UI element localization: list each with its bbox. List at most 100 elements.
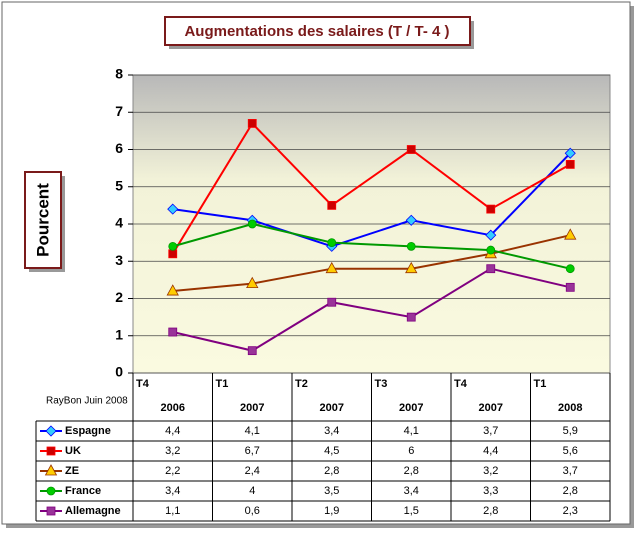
data-point [166, 284, 179, 296]
data-point [406, 312, 416, 322]
data-point [485, 229, 497, 241]
table-cell: 4,4 [165, 425, 180, 437]
legend-label: France [65, 485, 101, 497]
data-point [325, 261, 338, 274]
x-tick-label: 2007 [320, 402, 344, 414]
legend-label: Allemagne [65, 505, 121, 517]
table-cell: 3,5 [324, 485, 339, 497]
table-cell: 2,8 [563, 485, 578, 497]
table-cell: 5,9 [563, 425, 578, 437]
data-point [327, 200, 337, 210]
table-cell: 1,5 [404, 505, 419, 517]
table-cell: 2,8 [404, 465, 419, 477]
legend-label: Espagne [65, 425, 111, 437]
table-cell: 3,7 [563, 465, 578, 477]
table-cell: 6,7 [245, 445, 260, 457]
note: RayBon Juin 2008 [46, 396, 128, 407]
table-cell: 3,3 [483, 485, 498, 497]
table-cell: 3,2 [483, 465, 498, 477]
table-cell: 2,8 [324, 465, 339, 477]
data-point [486, 204, 496, 214]
data-point [168, 241, 178, 251]
y-tick-label: 8 [115, 66, 123, 82]
chart-title: Augmentations des salaires (T / T- 4 ) [184, 23, 449, 40]
x-tick-label: 2008 [558, 402, 582, 414]
table-cell: 1,1 [165, 505, 180, 517]
y-axis-label: Pourcent [33, 183, 52, 257]
data-point [405, 214, 417, 226]
title-box [164, 16, 471, 46]
y-tick-label: 3 [115, 252, 123, 268]
x-tick-label: T1 [534, 378, 547, 390]
table-cell: 2,2 [165, 465, 180, 477]
table-cell: 6 [408, 445, 414, 457]
x-tick-label: T4 [136, 378, 150, 390]
data-point [406, 241, 416, 251]
x-tick-label: T4 [454, 378, 468, 390]
y-tick-label: 1 [115, 326, 123, 342]
table-cell: 1,9 [324, 505, 339, 517]
table-cell: 5,6 [563, 445, 578, 457]
y-tick-label: 4 [115, 215, 123, 231]
table-cell: 3,2 [165, 445, 180, 457]
data-point [405, 261, 418, 274]
data-point [486, 264, 496, 274]
table-cell: 4 [249, 485, 255, 497]
table-cell: 3,7 [483, 425, 498, 437]
x-tick-label: 2007 [399, 402, 423, 414]
table-cell: 3,4 [165, 485, 180, 497]
data-point [168, 249, 178, 259]
table-cell: 4,1 [404, 425, 419, 437]
data-point [168, 327, 178, 337]
data-point [564, 228, 577, 240]
data-point [564, 147, 576, 159]
series-line [172, 234, 571, 293]
legend-marker [46, 446, 56, 456]
y-tick-label: 2 [115, 289, 123, 305]
table-cell: 2,3 [563, 505, 578, 517]
data-point [406, 145, 416, 154]
table-cell: 3,4 [324, 425, 339, 437]
table-cell: 0,6 [245, 505, 260, 517]
y-tick-label: 6 [115, 140, 123, 156]
data-point [327, 297, 337, 307]
data-point [327, 238, 337, 248]
data-point [167, 203, 179, 215]
table-cell: 2,4 [245, 465, 260, 477]
series-line [172, 152, 571, 248]
x-tick-label: 2007 [240, 402, 264, 414]
data-point [565, 159, 575, 169]
x-tick-label: 2007 [479, 402, 503, 414]
data-point [486, 245, 496, 255]
x-tick-label: T2 [295, 378, 308, 390]
data-point [246, 276, 259, 289]
data-point [247, 219, 257, 229]
legend-marker [45, 425, 57, 437]
data-point [565, 282, 575, 292]
ylabel-box [24, 171, 62, 269]
legend-label: ZE [65, 465, 79, 477]
y-tick-label: 0 [115, 364, 123, 380]
series-line [171, 121, 571, 255]
legend-label: UK [65, 445, 81, 457]
series-line [172, 222, 571, 270]
table-cell: 4,1 [245, 425, 260, 437]
y-tick-label: 5 [115, 177, 123, 193]
data-point [247, 346, 257, 356]
x-tick-label: 2006 [161, 402, 185, 414]
legend-marker [44, 464, 58, 476]
table-cell: 3,4 [404, 485, 419, 497]
x-tick-label: T3 [375, 378, 388, 390]
data-point [565, 264, 575, 274]
x-tick-label: T1 [216, 378, 229, 390]
table-cell: 4,4 [483, 445, 498, 457]
table-cell: 4,5 [324, 445, 339, 457]
table-cell: 2,8 [483, 505, 498, 517]
legend-marker [46, 486, 56, 496]
legend-marker [46, 506, 56, 516]
data-point [247, 119, 257, 128]
series-line [172, 267, 571, 352]
y-tick-label: 7 [115, 103, 123, 119]
